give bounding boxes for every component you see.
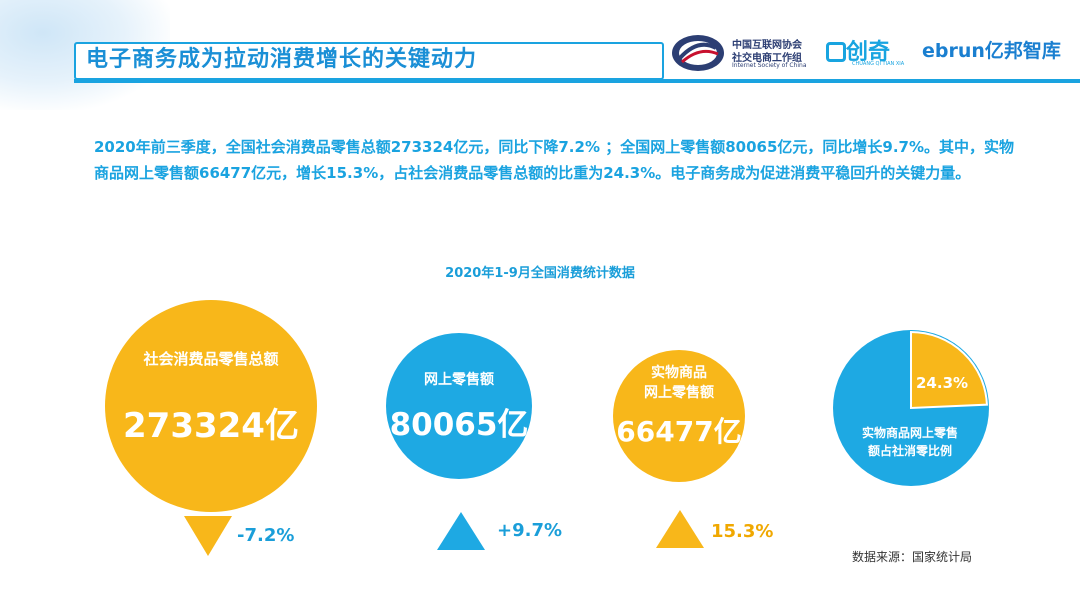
- chuangqi-logo-subtext: CHUANG QI TIAN XIA: [852, 61, 905, 67]
- chuangqi-logo-text: 创奇: [846, 40, 891, 65]
- bubble-online-retail-value: 80065亿: [389, 407, 529, 443]
- change-retail-total: -7.2%: [237, 525, 295, 546]
- isc-logo-text-2: 社交电商工作组: [732, 53, 802, 64]
- bubble-retail-total-label: 社会消费品零售总额: [143, 350, 279, 368]
- summary-paragraph: 2020年前三季度，全国社会消费品零售总额273324亿元，同比下降7.2% ；…: [94, 138, 1014, 182]
- chuangqi-logo: 创奇: [826, 34, 890, 66]
- data-source: 数据来源：国家统计局: [852, 550, 973, 564]
- page-title: 电子商务成为拉动消费增长的关键动力: [86, 47, 478, 72]
- change-online-retail: +9.7%: [497, 520, 563, 541]
- title-frame: [74, 42, 664, 80]
- isc-logo-text-3: Internet Society of China: [732, 62, 807, 69]
- share-pie: [833, 330, 989, 486]
- share-pie-svg: [833, 330, 989, 486]
- ebrun-logo: ebrun亿邦智库: [922, 40, 1061, 62]
- pie-slice-share: [910, 330, 988, 410]
- up-triangle-icon: [437, 512, 485, 550]
- bubble-physical-online-label-2: 网上零售额: [644, 385, 714, 401]
- up-triangle-icon: [656, 510, 704, 548]
- title-underline: [74, 79, 1080, 83]
- chart-title: 2020年1-9月全国消费统计数据: [445, 266, 635, 281]
- isc-logo-text-1: 中国互联网协会: [732, 40, 802, 51]
- bubble-physical-online-value: 66477亿: [616, 415, 742, 448]
- bubble-online-retail-label: 网上零售额: [424, 372, 494, 388]
- bubble-online-retail: 网上零售额 80065亿: [386, 333, 532, 479]
- bubble-physical-online-label-1: 实物商品: [651, 365, 707, 381]
- change-physical-online: 15.3%: [711, 521, 774, 542]
- isc-logo-icon: [672, 35, 724, 71]
- pie-label-2: 额占社消零比例: [867, 444, 952, 458]
- chuangqi-mark-icon: [826, 42, 846, 62]
- pie-label-1: 实物商品网上零售: [861, 426, 958, 440]
- bubble-physical-online: 实物商品 网上零售额 66477亿: [613, 350, 745, 482]
- bubble-retail-total: 社会消费品零售总额 273324亿: [105, 300, 317, 512]
- pie-share-value: 24.3%: [916, 374, 969, 392]
- bubble-retail-total-value: 273324亿: [123, 406, 299, 446]
- down-triangle-icon: [184, 516, 232, 556]
